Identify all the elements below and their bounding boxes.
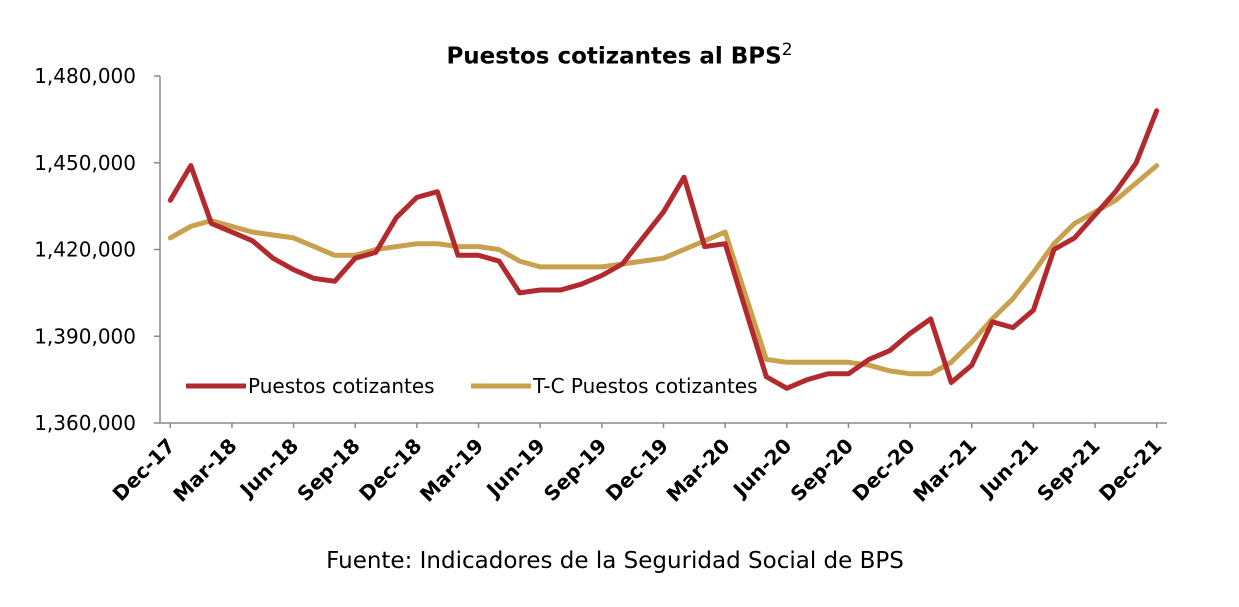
x-tick-label: Sep-19 [539, 434, 611, 506]
x-tick-label: Dec-17 [108, 434, 180, 506]
source-note: Fuente: Indicadores de la Seguridad Soci… [326, 548, 904, 574]
x-tick-label: Mar-20 [662, 434, 735, 507]
chart-title-text: Puestos cotizantes al BPS [446, 43, 782, 70]
y-tick-label: 1,480,000 [34, 64, 136, 88]
legend: Puestos cotizantes T-C Puestos cotizantes [186, 374, 758, 398]
y-tick-label: 1,420,000 [34, 238, 136, 262]
x-tick-labels: Dec-17Mar-18Jun-18Sep-18Dec-18Mar-19Jun-… [108, 434, 1167, 507]
x-tick-label: Mar-18 [168, 434, 241, 507]
x-tick-label: Dec-19 [601, 434, 673, 506]
chart-title-superscript: 2 [781, 40, 793, 60]
y-tick-label: 1,360,000 [34, 411, 136, 435]
x-tick-label: Sep-20 [786, 434, 858, 506]
x-tick-label: Dec-18 [354, 434, 426, 506]
y-tick-label: 1,390,000 [34, 324, 136, 348]
series-line-tc-puestos-cotizantes [167, 163, 1160, 377]
y-tick-label: 1,450,000 [34, 151, 136, 175]
x-tick-label: Sep-18 [292, 434, 364, 506]
axes [154, 75, 1167, 428]
legend-item-puestos-cotizantes: Puestos cotizantes [186, 374, 435, 398]
x-tick-label: Sep-21 [1032, 434, 1104, 506]
x-tick-label: Mar-19 [415, 434, 488, 507]
legend-item-tc-puestos-cotizantes: T-C Puestos cotizantes [471, 374, 758, 398]
x-tick-label: Mar-21 [908, 434, 981, 507]
series-line-puestos-cotizantes [167, 108, 1160, 391]
x-tick-label: Dec-21 [1094, 434, 1166, 506]
x-tick-label: Dec-20 [847, 434, 919, 506]
legend-label: Puestos cotizantes [248, 374, 435, 398]
series-lines [167, 108, 1160, 391]
x-tick-label: Jun-20 [727, 434, 796, 503]
chart-title: Puestos cotizantes al BPS2 [0, 40, 1239, 70]
x-tick-label: Jun-19 [480, 434, 549, 503]
x-tick-label: Jun-21 [974, 434, 1043, 503]
y-tick-labels: 1,360,000 1,390,000 1,420,000 1,450,000 1,48… [34, 64, 136, 435]
legend-label: T-C Puestos cotizantes [532, 374, 758, 398]
x-tick-label: Jun-18 [234, 434, 303, 503]
